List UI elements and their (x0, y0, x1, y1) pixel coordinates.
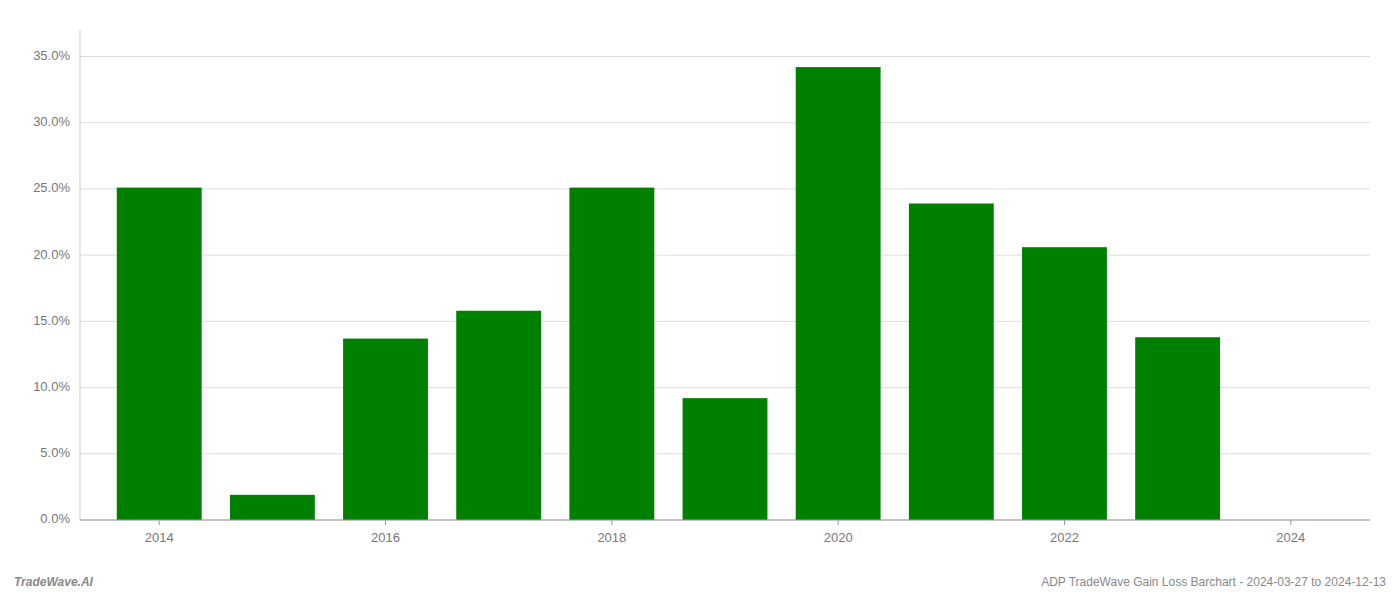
bar (909, 203, 994, 520)
y-tick-label: 25.0% (33, 180, 70, 195)
x-tick-label: 2014 (145, 530, 174, 545)
x-tick-label: 2024 (1276, 530, 1305, 545)
x-tick-mark (1290, 520, 1291, 525)
bar (456, 311, 541, 520)
bar (230, 495, 315, 520)
chart-svg: 0.0% 5.0% 10.0% 15.0% 20.0% 25.0% 30.0% 35.0% 20… (0, 0, 1400, 600)
y-tick-labels: 0.0% 5.0% 10.0% 15.0% 20.0% 25.0% 30.0% 35.0% (33, 48, 70, 527)
bar (569, 188, 654, 520)
y-tick-label: 15.0% (33, 313, 70, 328)
bar (343, 339, 428, 520)
x-tick-label: 2020 (824, 530, 853, 545)
y-tick-label: 10.0% (33, 379, 70, 394)
bar (117, 188, 202, 520)
y-tick-label: 30.0% (33, 114, 70, 129)
bar (1135, 337, 1220, 520)
x-tick-label: 2022 (1050, 530, 1079, 545)
footer-right: ADP TradeWave Gain Loss Barchart - 2024-… (1041, 575, 1386, 589)
grid-line (80, 56, 1370, 57)
y-grid (80, 56, 1370, 520)
bar (796, 67, 881, 520)
y-tick-label: 5.0% (40, 445, 70, 460)
x-tick-label: 2018 (597, 530, 626, 545)
bar (683, 398, 768, 520)
y-axis-line (80, 30, 81, 520)
chart-container: 0.0% 5.0% 10.0% 15.0% 20.0% 25.0% 30.0% 35.0% 20… (0, 0, 1400, 600)
x-tick-mark (838, 520, 839, 525)
x-tick-mark (159, 520, 160, 525)
grid-line (80, 122, 1370, 123)
y-tick-label: 0.0% (40, 511, 70, 526)
x-tick-mark (1064, 520, 1065, 525)
grid-line (80, 188, 1370, 189)
x-tick-mark (611, 520, 612, 525)
x-tick-label: 2016 (371, 530, 400, 545)
x-tick-mark (385, 520, 386, 525)
x-ticks: 2014 2016 2018 2020 2022 2024 (145, 520, 1306, 545)
grid-line (80, 255, 1370, 256)
y-tick-label: 35.0% (33, 48, 70, 63)
footer-left: TradeWave.AI (14, 575, 94, 589)
grid-line (80, 520, 1370, 521)
y-tick-label: 20.0% (33, 247, 70, 262)
bar (1022, 247, 1107, 520)
bars (117, 67, 1220, 520)
grid-line (80, 321, 1370, 322)
x-axis-line (80, 520, 1370, 521)
